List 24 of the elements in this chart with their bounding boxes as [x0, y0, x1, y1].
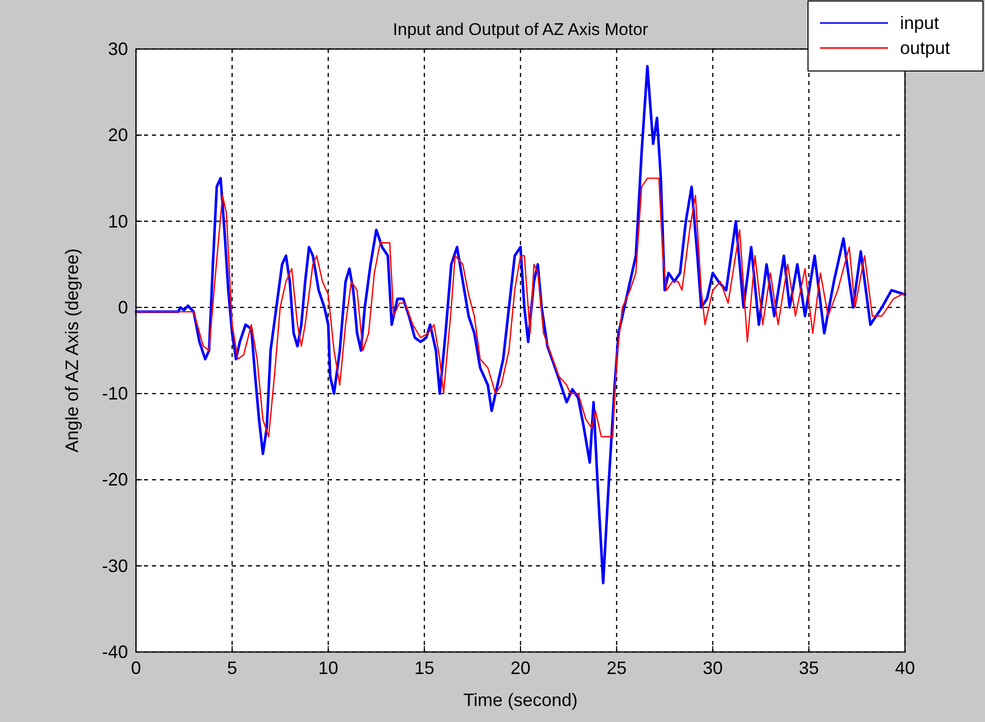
chart-title: Input and Output of AZ Axis Motor	[392, 20, 648, 39]
x-tick-label: 35	[798, 658, 819, 678]
y-tick-label: -30	[102, 556, 128, 576]
line-series	[134, 64, 906, 584]
y-tick-label: -40	[102, 642, 128, 662]
x-tick-label: 25	[606, 658, 627, 678]
y-tick-label: -10	[102, 384, 128, 404]
y-tick-label: 30	[108, 39, 128, 59]
x-tick-label: 20	[510, 658, 531, 678]
x-tick-label: 0	[130, 658, 142, 678]
legend-label: output	[900, 38, 950, 58]
line-series	[135, 178, 906, 438]
x-tick-label: 5	[227, 658, 238, 678]
y-tick-label: -20	[102, 470, 128, 490]
x-tick-label: 30	[702, 658, 723, 678]
x-axis-title: Time (second)	[463, 690, 578, 710]
y-tick-label: 10	[108, 211, 128, 232]
y-axis-title: Angle of AZ Axis (degree)	[62, 248, 82, 453]
x-tick-label: 40	[894, 658, 916, 678]
y-tick-label: 0	[118, 297, 128, 318]
x-tick-label: 15	[414, 658, 434, 678]
x-tick-label: 10	[318, 658, 338, 678]
legend-label: input	[900, 13, 940, 33]
y-tick-label: 20	[108, 125, 128, 146]
